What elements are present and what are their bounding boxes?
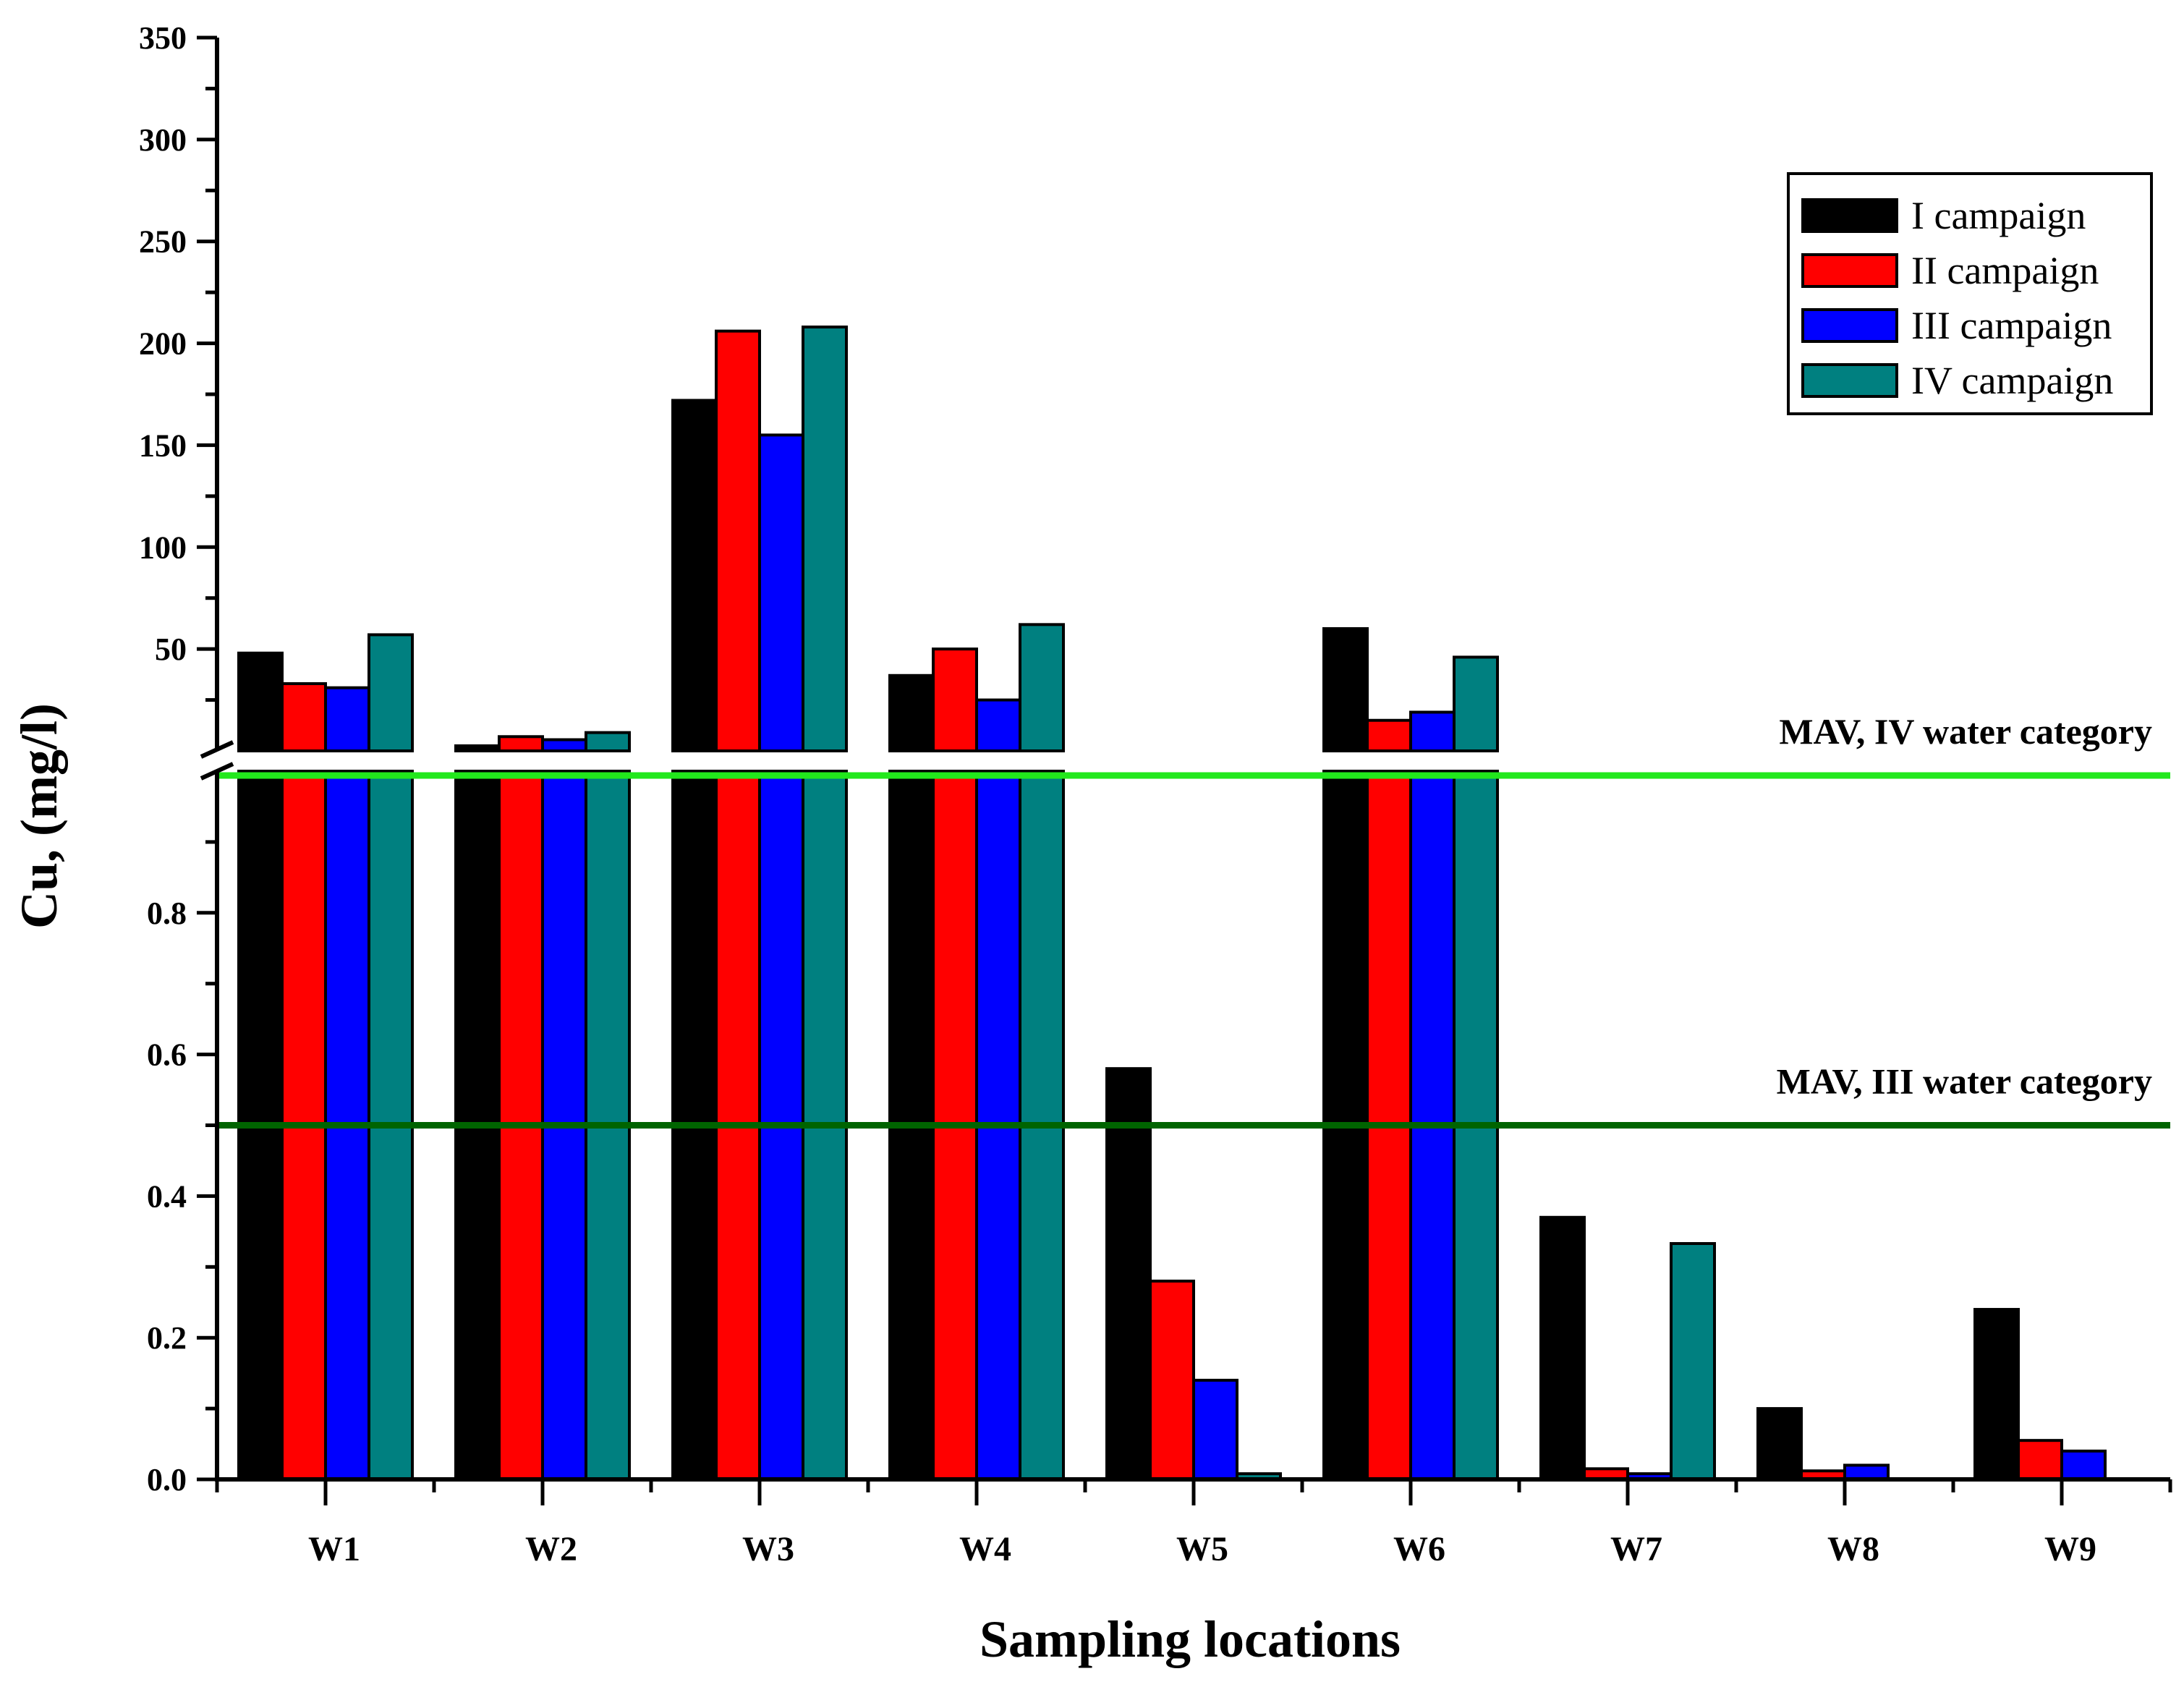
bar-w6-series3-upper <box>1409 710 1456 753</box>
y-upper-tick-label-100: 100 <box>139 530 187 565</box>
reference-lines: MAV, IV water category MAV, III water cat… <box>217 711 2170 1129</box>
legend-swatch-ii <box>1801 253 1898 288</box>
bar-w2-series2-upper <box>498 735 544 753</box>
x-axis-title: Sampling locations <box>980 1610 1401 1668</box>
reference-label-2: MAV, III water category <box>1777 1061 2152 1102</box>
axis-break-gap <box>210 752 2177 770</box>
bar-w2-series4-upper <box>585 731 631 752</box>
y-upper-tick-label-250: 250 <box>139 224 187 260</box>
bar-w2-series3-upper <box>541 738 587 753</box>
bar-w6-series2-upper <box>1366 718 1412 752</box>
y-axis-title: Cu, (mg/l) <box>10 703 68 929</box>
bar-w9-series2 <box>2017 1439 2063 1482</box>
reference-label-1: MAV, IV water category <box>1779 711 2152 752</box>
bar-w4-series1-upper <box>888 673 935 752</box>
y-upper-tick-label-300: 300 <box>139 122 187 158</box>
axis-break-mark-top <box>200 740 234 759</box>
bar-w3-series1-upper <box>671 399 718 752</box>
y-lower-tick-label-4: 0.8 <box>147 896 187 931</box>
axes: 50 100 150 200 250 300 350 0.0 0.2 0.4 0.6 0.8 W1 W2 W… <box>139 20 2172 1568</box>
bar-w4-series4-upper <box>1019 623 1065 753</box>
x-tick-label-w8: W8 <box>1827 1530 1879 1568</box>
legend-entry-iv: IV campaign <box>1801 359 2113 402</box>
bars <box>210 326 2177 1482</box>
x-tick-label-w6: W6 <box>1393 1530 1445 1568</box>
bar-w6-series1-upper <box>1322 626 1369 752</box>
y-lower-tick-label-1: 0.2 <box>147 1320 187 1356</box>
bar-w3-series3-upper <box>758 433 804 752</box>
y-upper-tick-label-350: 350 <box>139 20 187 56</box>
bar-w9-series1 <box>1973 1308 2020 1482</box>
legend-entry-i: I campaign <box>1801 194 2086 237</box>
legend-swatch-i <box>1801 198 1898 233</box>
bar-w8-series1 <box>1756 1407 1803 1481</box>
x-tick-label-w1: W1 <box>308 1530 360 1568</box>
bar-w3-series4-upper <box>802 326 848 752</box>
bar-w2-series1-upper <box>454 744 501 753</box>
x-tick-label-w3: W3 <box>742 1530 794 1568</box>
bar-w1-series1-upper <box>237 651 284 753</box>
y-lower-tick-label-2: 0.4 <box>147 1178 187 1214</box>
bar-w1-series2-upper <box>281 682 327 753</box>
x-tick-label-w4: W4 <box>959 1530 1011 1568</box>
bar-w6-series4-upper <box>1453 655 1499 753</box>
bar-w1-series4-upper <box>367 633 414 752</box>
bar-w5-series2 <box>1149 1279 1195 1481</box>
legend-label-i: I campaign <box>1911 194 2086 237</box>
bar-w4-series3-upper <box>975 698 1021 752</box>
x-tick-label-w7: W7 <box>1610 1530 1662 1568</box>
x-tick-label-w5: W5 <box>1176 1530 1228 1568</box>
y-upper-tick-label-200: 200 <box>139 326 187 362</box>
x-tick-label-w2: W2 <box>525 1530 577 1568</box>
legend: I campaign II campaign III campaign IV c… <box>1787 172 2153 415</box>
legend-label-iii: III campaign <box>1911 304 2112 347</box>
bar-w7-series4 <box>1670 1241 1716 1482</box>
axis-break-mark-bottom <box>200 762 234 781</box>
bar-w1-series3-upper <box>324 686 370 753</box>
bar-w3-series2-upper <box>715 329 761 752</box>
bar-w5-series1 <box>1105 1067 1152 1482</box>
y-upper-tick-label-50: 50 <box>155 632 187 667</box>
bar-w5-series3 <box>1192 1378 1238 1481</box>
x-tick-label-w9: W9 <box>2044 1530 2096 1568</box>
legend-entry-iii: III campaign <box>1801 304 2112 347</box>
y-upper-tick-label-150: 150 <box>139 428 187 463</box>
legend-swatch-iv <box>1801 363 1898 398</box>
y-lower-tick-label-3: 0.6 <box>147 1037 187 1073</box>
y-lower-tick-label-0: 0.0 <box>147 1462 187 1497</box>
legend-label-iv: IV campaign <box>1911 359 2113 402</box>
bar-w9-series3 <box>2060 1449 2107 1481</box>
legend-entry-ii: II campaign <box>1801 249 2099 292</box>
bar-w4-series2-upper <box>932 647 978 753</box>
legend-swatch-iii <box>1801 308 1898 343</box>
legend-label-ii: II campaign <box>1911 249 2099 292</box>
bar-w7-series1 <box>1539 1215 1586 1482</box>
